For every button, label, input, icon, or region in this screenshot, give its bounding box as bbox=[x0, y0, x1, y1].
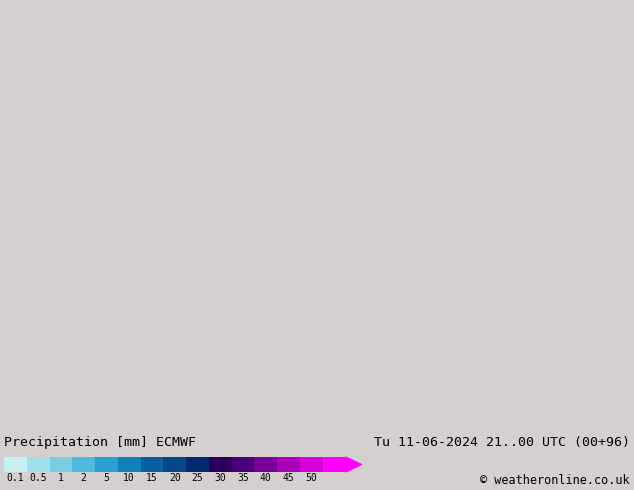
Text: 40: 40 bbox=[260, 473, 272, 483]
Text: 45: 45 bbox=[283, 473, 294, 483]
Text: 2: 2 bbox=[81, 473, 87, 483]
Bar bbox=[300, 457, 323, 472]
Text: 20: 20 bbox=[169, 473, 181, 483]
Bar bbox=[277, 457, 300, 472]
Bar bbox=[72, 457, 95, 472]
Bar bbox=[254, 457, 277, 472]
Text: 30: 30 bbox=[214, 473, 226, 483]
Text: 0.5: 0.5 bbox=[29, 473, 47, 483]
Bar bbox=[323, 457, 346, 472]
Text: 25: 25 bbox=[191, 473, 204, 483]
Bar bbox=[49, 457, 72, 472]
Polygon shape bbox=[346, 457, 361, 472]
Bar bbox=[4, 457, 27, 472]
Text: 35: 35 bbox=[237, 473, 249, 483]
Bar bbox=[141, 457, 164, 472]
Text: Tu 11-06-2024 21..00 UTC (00+96): Tu 11-06-2024 21..00 UTC (00+96) bbox=[374, 436, 630, 449]
Bar bbox=[231, 457, 254, 472]
Text: 10: 10 bbox=[124, 473, 135, 483]
Text: © weatheronline.co.uk: © weatheronline.co.uk bbox=[481, 474, 630, 487]
Bar bbox=[209, 457, 231, 472]
Text: 0.1: 0.1 bbox=[6, 473, 24, 483]
Text: 15: 15 bbox=[146, 473, 158, 483]
Text: 50: 50 bbox=[306, 473, 317, 483]
Text: 5: 5 bbox=[103, 473, 110, 483]
Bar bbox=[164, 457, 186, 472]
Bar bbox=[186, 457, 209, 472]
Bar bbox=[95, 457, 118, 472]
Text: Precipitation [mm] ECMWF: Precipitation [mm] ECMWF bbox=[4, 436, 196, 449]
Text: 1: 1 bbox=[58, 473, 64, 483]
Bar bbox=[27, 457, 49, 472]
Bar bbox=[118, 457, 141, 472]
